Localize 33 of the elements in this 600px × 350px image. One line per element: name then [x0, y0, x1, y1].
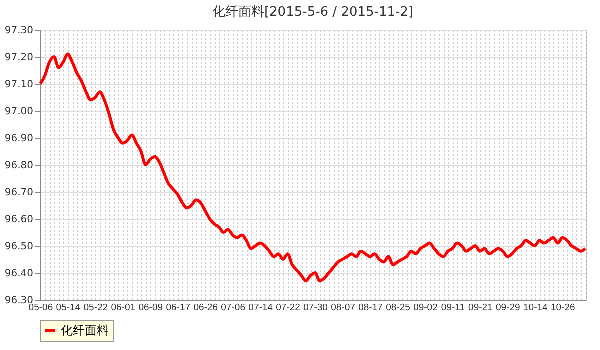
- line-series: [38, 52, 588, 283]
- chart-title: 化纤面料[2015-5-6 / 2015-11-2]: [212, 5, 414, 20]
- y-tick-label: 96.40: [4, 268, 34, 280]
- x-tick-label: 05-06: [28, 302, 54, 314]
- x-tick-label: 09-29: [496, 302, 520, 314]
- x-tick-label: 09-21: [468, 302, 493, 314]
- x-tick-label: 06-17: [166, 302, 191, 314]
- x-tick-label: 09-02: [414, 302, 438, 314]
- y-tick-label: 96.50: [4, 242, 34, 252]
- y-tick-label: 97.30: [4, 26, 34, 36]
- x-tick-label: 08-25: [386, 302, 410, 314]
- x-tick-label: 05-22: [84, 302, 108, 314]
- y-tick-label: 97.10: [4, 80, 34, 90]
- x-tick-label: 06-09: [138, 302, 164, 314]
- x-tick-label: 10-14: [524, 302, 548, 314]
- x-tick-label: 07-14: [248, 302, 273, 314]
- x-tick-label: 10-26: [550, 302, 576, 314]
- x-tick-label: 07-30: [304, 302, 328, 314]
- x-tick-label: 07-22: [276, 302, 300, 314]
- y-tick-label: 96.60: [4, 214, 34, 226]
- x-tick-label: 09-11: [441, 302, 466, 314]
- y-tick-label: 96.90: [4, 134, 34, 144]
- x-tick-label: 05-14: [56, 302, 81, 314]
- x-tick-label: 06-01: [111, 302, 136, 314]
- y-tick-label: 96.70: [4, 188, 34, 198]
- y-tick-label: 96.80: [4, 160, 34, 172]
- legend-label: 化纤面料: [61, 324, 109, 338]
- y-tick-label: 97.00: [4, 106, 34, 118]
- x-tick-label: 07-06: [221, 302, 246, 314]
- x-tick-label: 08-17: [358, 302, 383, 314]
- y-tick-label: 97.20: [4, 52, 34, 64]
- x-tick-label: 06-26: [194, 302, 218, 314]
- x-tick-label: 08-07: [331, 302, 356, 314]
